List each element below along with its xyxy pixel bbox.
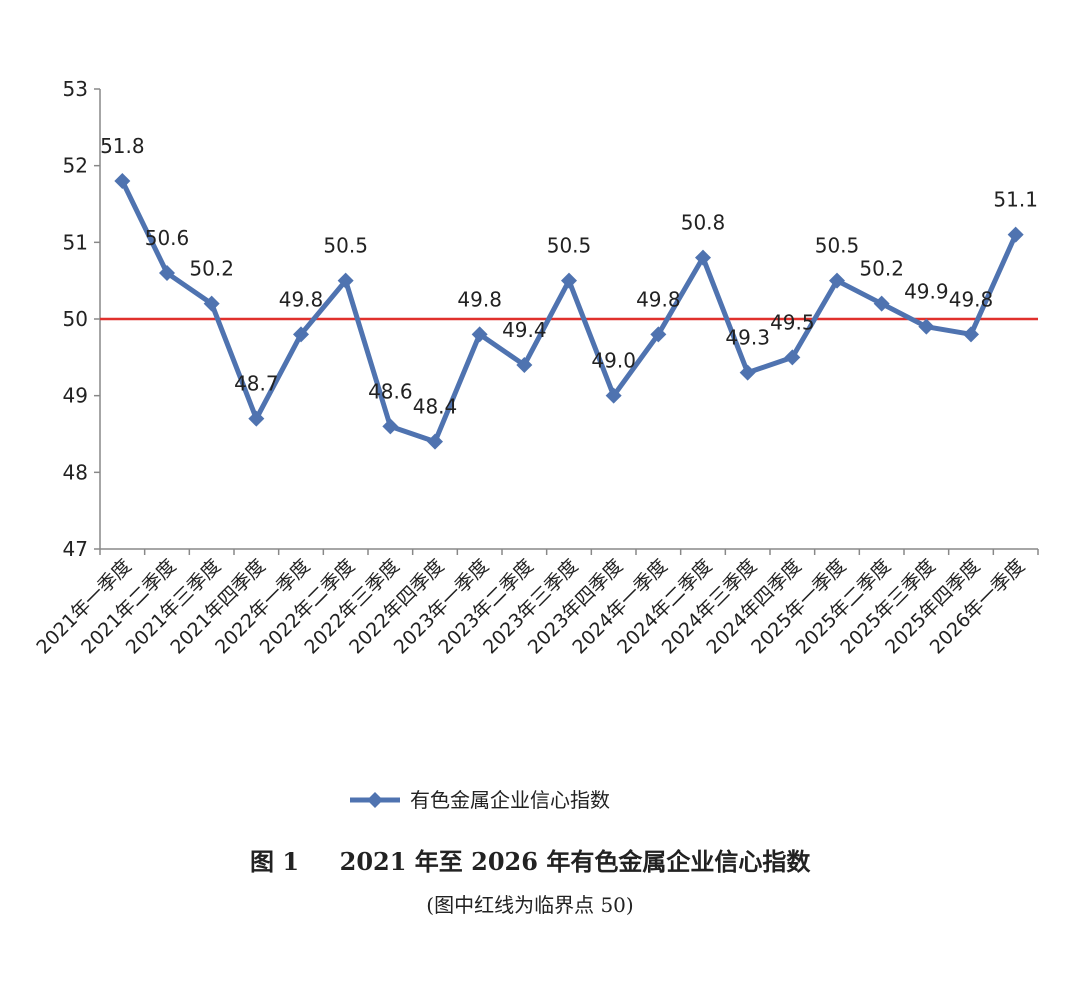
y-tick-label: 50 bbox=[63, 307, 88, 331]
data-label: 49.4 bbox=[502, 318, 547, 342]
chart-subtitle: (图中红线为临界点 50) bbox=[426, 893, 633, 917]
data-point bbox=[739, 364, 756, 381]
data-label: 51.8 bbox=[100, 134, 145, 158]
data-point bbox=[293, 326, 309, 343]
data-point bbox=[963, 326, 979, 343]
data-point bbox=[203, 295, 220, 312]
data-point bbox=[382, 418, 399, 435]
data-label: 49.3 bbox=[725, 326, 770, 350]
y-tick-label: 49 bbox=[63, 384, 88, 408]
y-tick-label: 51 bbox=[63, 230, 88, 254]
y-tick-label: 48 bbox=[63, 460, 88, 484]
data-label: 50.8 bbox=[681, 211, 726, 235]
data-label: 49.0 bbox=[591, 349, 636, 373]
data-point bbox=[561, 272, 577, 289]
legend-marker bbox=[367, 792, 383, 808]
data-label: 50.5 bbox=[547, 234, 592, 258]
data-point bbox=[516, 357, 533, 373]
y-tick-label: 52 bbox=[63, 154, 88, 178]
data-label: 49.9 bbox=[904, 280, 949, 304]
data-point bbox=[650, 326, 667, 343]
data-point bbox=[427, 433, 443, 450]
data-point bbox=[918, 318, 935, 335]
data-point bbox=[471, 326, 488, 343]
data-label: 51.1 bbox=[993, 188, 1038, 212]
data-label: 50.6 bbox=[145, 226, 190, 250]
data-label: 50.5 bbox=[815, 234, 860, 258]
data-point bbox=[873, 295, 890, 312]
legend-label: 有色金属企业信心指数 bbox=[410, 788, 610, 812]
chart-title: 2021 年至 2026 年有色金属企业信心指数 bbox=[340, 847, 812, 876]
data-point bbox=[248, 410, 265, 427]
data-label: 49.8 bbox=[457, 287, 502, 311]
data-point bbox=[784, 349, 801, 366]
data-point bbox=[1007, 226, 1024, 243]
figure-label: 图 1 bbox=[250, 847, 299, 876]
data-point bbox=[159, 265, 175, 281]
data-label: 49.5 bbox=[770, 310, 815, 334]
data-label: 49.8 bbox=[279, 287, 324, 311]
y-tick-label: 47 bbox=[63, 537, 88, 561]
data-point bbox=[337, 272, 354, 289]
data-point bbox=[829, 272, 845, 289]
data-label: 48.6 bbox=[368, 379, 413, 403]
data-label: 48.4 bbox=[413, 395, 458, 419]
data-label: 48.7 bbox=[234, 372, 279, 396]
data-point bbox=[114, 173, 131, 189]
data-point bbox=[695, 249, 711, 266]
y-tick-label: 53 bbox=[63, 77, 88, 101]
data-label: 49.8 bbox=[636, 287, 681, 311]
data-label: 50.2 bbox=[859, 257, 904, 281]
data-point bbox=[605, 387, 622, 404]
data-label: 50.5 bbox=[323, 234, 368, 258]
data-label: 49.8 bbox=[949, 287, 994, 311]
data-label: 50.2 bbox=[189, 257, 234, 281]
